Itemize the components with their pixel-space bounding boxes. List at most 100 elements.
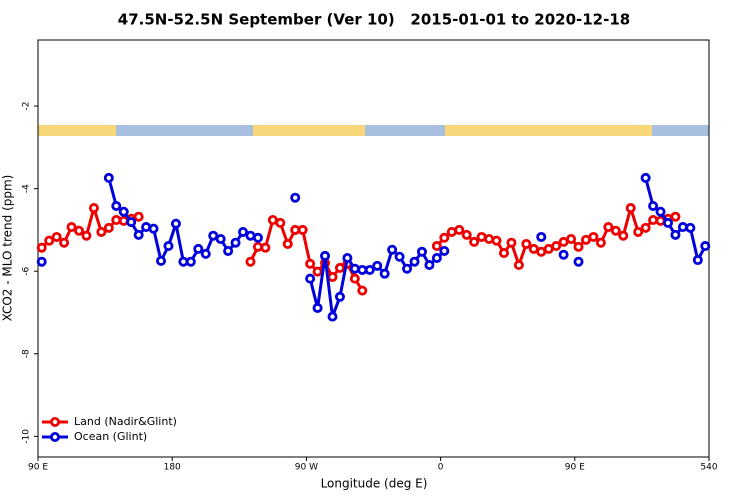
data-point — [439, 232, 450, 243]
data-point — [81, 230, 92, 241]
y-tick-label: -6 — [22, 266, 32, 275]
data-point — [692, 255, 703, 266]
legend-label: Land (Nadir&Glint) — [74, 415, 177, 428]
data-point — [290, 192, 301, 203]
data-point — [88, 203, 99, 214]
x-tick-label: 90 W — [295, 463, 318, 473]
data-point — [327, 271, 338, 282]
ocean-band — [38, 125, 709, 136]
legend-item: Ocean (Glint) — [42, 430, 147, 443]
data-point — [334, 262, 345, 273]
data-point — [305, 258, 316, 269]
data-point — [74, 225, 85, 236]
data-point — [416, 246, 427, 257]
data-point — [394, 251, 405, 262]
data-point — [36, 256, 47, 267]
y-axis-label: XCO2 - MLO trend (ppm) — [1, 175, 15, 322]
data-point — [625, 203, 636, 214]
data-point — [282, 238, 293, 249]
x-tick-label: 540 — [700, 463, 717, 473]
land-ocean-strip — [38, 125, 709, 136]
x-tick-label: 180 — [164, 463, 181, 473]
data-point — [640, 222, 651, 233]
data-point — [655, 206, 666, 217]
data-point — [118, 206, 129, 217]
data-point — [163, 241, 174, 252]
data-point — [610, 225, 621, 236]
plot-frame — [37, 39, 710, 458]
data-point — [245, 256, 256, 267]
data-point — [484, 234, 495, 245]
x-tick-label: 0 — [438, 463, 444, 473]
data-point — [633, 226, 644, 237]
data-point — [252, 241, 263, 252]
data-point — [133, 211, 144, 222]
data-point — [588, 231, 599, 242]
data-point — [103, 222, 114, 233]
data-point — [111, 200, 122, 211]
data-point — [357, 285, 368, 296]
data-point — [312, 302, 323, 313]
data-point — [573, 256, 584, 267]
data-point — [640, 172, 651, 183]
data-point — [670, 229, 681, 240]
data-point — [498, 248, 509, 259]
data-point — [700, 241, 711, 252]
x-axis-label: Longitude (deg E) — [321, 477, 428, 491]
data-point — [44, 235, 55, 246]
data-point — [141, 222, 152, 233]
data-point — [558, 249, 569, 260]
data-point — [349, 263, 360, 274]
data-point — [36, 242, 47, 253]
legend-marker — [50, 431, 61, 442]
data-point — [342, 252, 353, 263]
data-point — [402, 263, 413, 274]
y-tick-label: -8 — [22, 349, 32, 358]
data-point — [66, 222, 77, 233]
data-point — [431, 241, 442, 252]
data-point — [223, 245, 234, 256]
data-point — [677, 222, 688, 233]
land-band — [253, 125, 365, 136]
data-point — [491, 235, 502, 246]
data-point — [327, 311, 338, 322]
data-point — [51, 231, 62, 242]
data-point — [59, 237, 70, 248]
data-point — [409, 256, 420, 267]
data-point — [200, 248, 211, 259]
y-tick-label: -4 — [22, 184, 32, 193]
data-point — [648, 215, 659, 226]
data-point — [618, 230, 629, 241]
data-point — [320, 250, 331, 261]
data-point — [595, 237, 606, 248]
data-point — [454, 224, 465, 235]
data-point — [305, 273, 316, 284]
data-point — [573, 241, 584, 252]
y-tick-label: -10 — [22, 429, 32, 444]
data-point — [238, 226, 249, 237]
data-point — [208, 230, 219, 241]
x-tick-label: 90 E — [565, 463, 585, 473]
data-point — [156, 255, 167, 266]
data-point — [439, 245, 450, 256]
data-point — [297, 224, 308, 235]
x-tick-label: 90 E — [28, 463, 48, 473]
data-point — [215, 234, 226, 245]
data-point — [260, 242, 271, 253]
data-point — [148, 223, 159, 234]
data-point — [506, 237, 517, 248]
legend-marker — [50, 416, 61, 427]
data-point — [170, 218, 181, 229]
land-band — [38, 125, 116, 136]
data-point — [96, 226, 107, 237]
legend-item: Land (Nadir&Glint) — [42, 415, 177, 428]
data-point — [252, 232, 263, 243]
data-point — [648, 200, 659, 211]
data-point — [230, 237, 241, 248]
data-point — [670, 211, 681, 222]
data-point — [551, 241, 562, 252]
data-point — [662, 217, 673, 228]
data-point — [685, 222, 696, 233]
land-band — [445, 125, 652, 136]
